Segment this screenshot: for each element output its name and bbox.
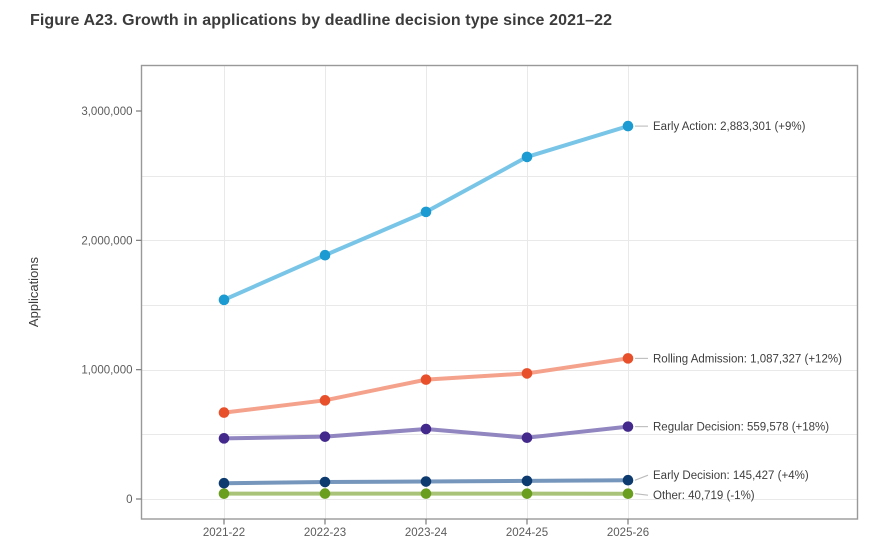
data-point-early-action-2023-24 bbox=[420, 206, 432, 218]
data-point-regular-decision-2025-26 bbox=[622, 421, 634, 432]
x-tick-label: 2021-22 bbox=[203, 527, 245, 539]
series-layer bbox=[218, 120, 634, 500]
x-tick-label: 2022-23 bbox=[304, 527, 346, 539]
data-point-other-2021-22 bbox=[218, 488, 230, 499]
data-point-rolling-admission-2023-24 bbox=[420, 374, 432, 385]
series-end-label-early-decision: Early Decision: 145,427 (+4%) bbox=[653, 470, 809, 482]
data-point-rolling-admission-2021-22 bbox=[218, 407, 230, 418]
y-tick-label: 0 bbox=[126, 494, 132, 506]
series-end-label-other: Other: 40,719 (-1%) bbox=[653, 490, 755, 502]
y-tick-label: 2,000,000 bbox=[81, 235, 132, 247]
data-point-early-decision-2025-26 bbox=[622, 474, 634, 486]
data-point-early-action-2024-25 bbox=[521, 151, 533, 163]
data-point-early-action-2022-23 bbox=[319, 249, 331, 261]
y-axis-title: Applications bbox=[26, 256, 41, 327]
data-point-regular-decision-2022-23 bbox=[319, 431, 331, 442]
label-leader-line-early-decision bbox=[634, 474, 649, 481]
data-point-other-2024-25 bbox=[521, 488, 533, 499]
data-point-other-2025-26 bbox=[622, 488, 634, 500]
data-point-regular-decision-2023-24 bbox=[420, 423, 432, 435]
data-point-regular-decision-2021-22 bbox=[218, 433, 230, 444]
plot-panel-border bbox=[140, 64, 859, 520]
data-point-rolling-admission-2022-23 bbox=[319, 395, 331, 406]
data-point-early-decision-2021-22 bbox=[218, 477, 230, 489]
x-tick-label: 2023-24 bbox=[405, 527, 448, 539]
data-point-other-2023-24 bbox=[420, 488, 432, 499]
data-point-other-2022-23 bbox=[319, 488, 331, 499]
x-tick-label: 2024-25 bbox=[506, 527, 548, 539]
y-tick-label: 3,000,000 bbox=[81, 106, 132, 118]
data-point-early-decision-2024-25 bbox=[521, 475, 533, 487]
data-point-rolling-admission-2024-25 bbox=[521, 368, 533, 379]
series-label-layer: Early Action: 2,883,301 (+9%) Rolling Adm… bbox=[634, 121, 842, 502]
grid-layer bbox=[141, 65, 858, 519]
line-chart: 0 1,000,000 2,000,000 3,000,000 2021-22 2022-… bbox=[26, 64, 859, 539]
data-point-regular-decision-2024-25 bbox=[521, 432, 533, 443]
y-tick-label: 1,000,000 bbox=[81, 365, 132, 377]
data-point-early-action-2025-26 bbox=[622, 120, 634, 132]
x-tick-label: 2025-26 bbox=[607, 527, 649, 539]
axis-layer: 0 1,000,000 2,000,000 3,000,000 2021-22 2022-… bbox=[81, 64, 859, 539]
label-leader-line-other bbox=[634, 493, 649, 496]
data-point-early-decision-2023-24 bbox=[420, 476, 432, 487]
data-point-rolling-admission-2025-26 bbox=[622, 353, 634, 364]
figure-title: Figure A23. Growth in applications by de… bbox=[30, 12, 613, 29]
series-end-label-regular-decision: Regular Decision: 559,578 (+18%) bbox=[653, 422, 829, 434]
series-end-label-rolling-admission: Rolling Admission: 1,087,327 (+12%) bbox=[653, 353, 842, 365]
series-end-label-early-action: Early Action: 2,883,301 (+9%) bbox=[653, 121, 806, 133]
data-point-early-decision-2022-23 bbox=[319, 476, 331, 488]
data-point-early-action-2021-22 bbox=[218, 294, 230, 306]
